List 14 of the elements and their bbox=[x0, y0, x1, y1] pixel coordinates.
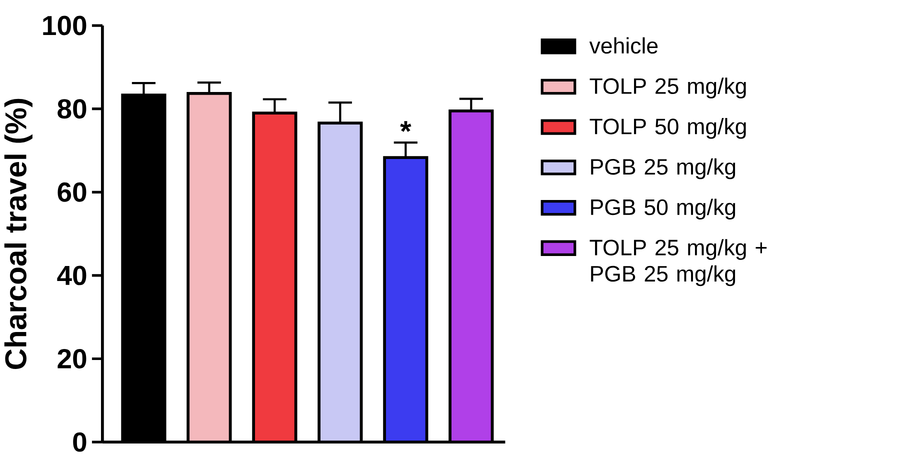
legend-label: PGB 25 mg/kg bbox=[591, 158, 736, 180]
y-tick-label: 20 bbox=[58, 348, 86, 368]
legend-label: TOLP 25 mg/kg bbox=[590, 78, 746, 98]
legend-label: TOLP 25 mg/kg + PGB 25 mg/kg bbox=[590, 239, 767, 286]
legend-label: TOLP 50 mg/kg bbox=[590, 118, 746, 139]
y-tick-label: 80 bbox=[58, 99, 86, 118]
legend-label: PGB 50 mg/kg bbox=[591, 198, 736, 220]
annotation: * bbox=[400, 121, 412, 132]
y-tick-label: 40 bbox=[57, 266, 86, 286]
y-tick-label: 0 bbox=[73, 432, 86, 452]
y-tick-label: 100 bbox=[43, 16, 86, 36]
legend-label: vehicle bbox=[589, 37, 658, 54]
y-tick-label: 60 bbox=[58, 182, 86, 202]
y-axis-title: Charcoal travel (%) bbox=[4, 98, 32, 369]
